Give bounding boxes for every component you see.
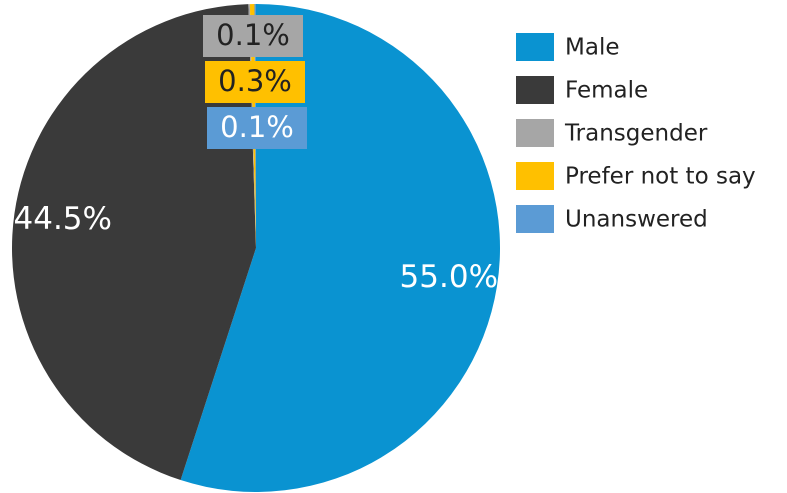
data-label: 0.1% [216,18,290,52]
pie-slice [11,4,256,481]
label-box [205,61,305,103]
label-box [203,15,303,57]
legend-swatch [516,76,554,104]
legend-label: Unanswered [565,207,708,233]
legend-label: Transgender [564,121,708,147]
data-label: 44.5% [14,201,112,237]
legend-swatch [516,162,554,190]
data-label: 0.3% [218,64,292,98]
label-box [207,107,307,149]
legend-swatch [516,33,554,61]
data-label: 55.0% [400,259,498,295]
legend-swatch [516,205,554,233]
legend-label: Male [565,35,619,61]
legend-swatch [516,119,554,147]
data-label: 0.1% [220,110,294,144]
legend-label: Female [565,78,648,104]
legend-label: Prefer not to say [565,164,756,190]
